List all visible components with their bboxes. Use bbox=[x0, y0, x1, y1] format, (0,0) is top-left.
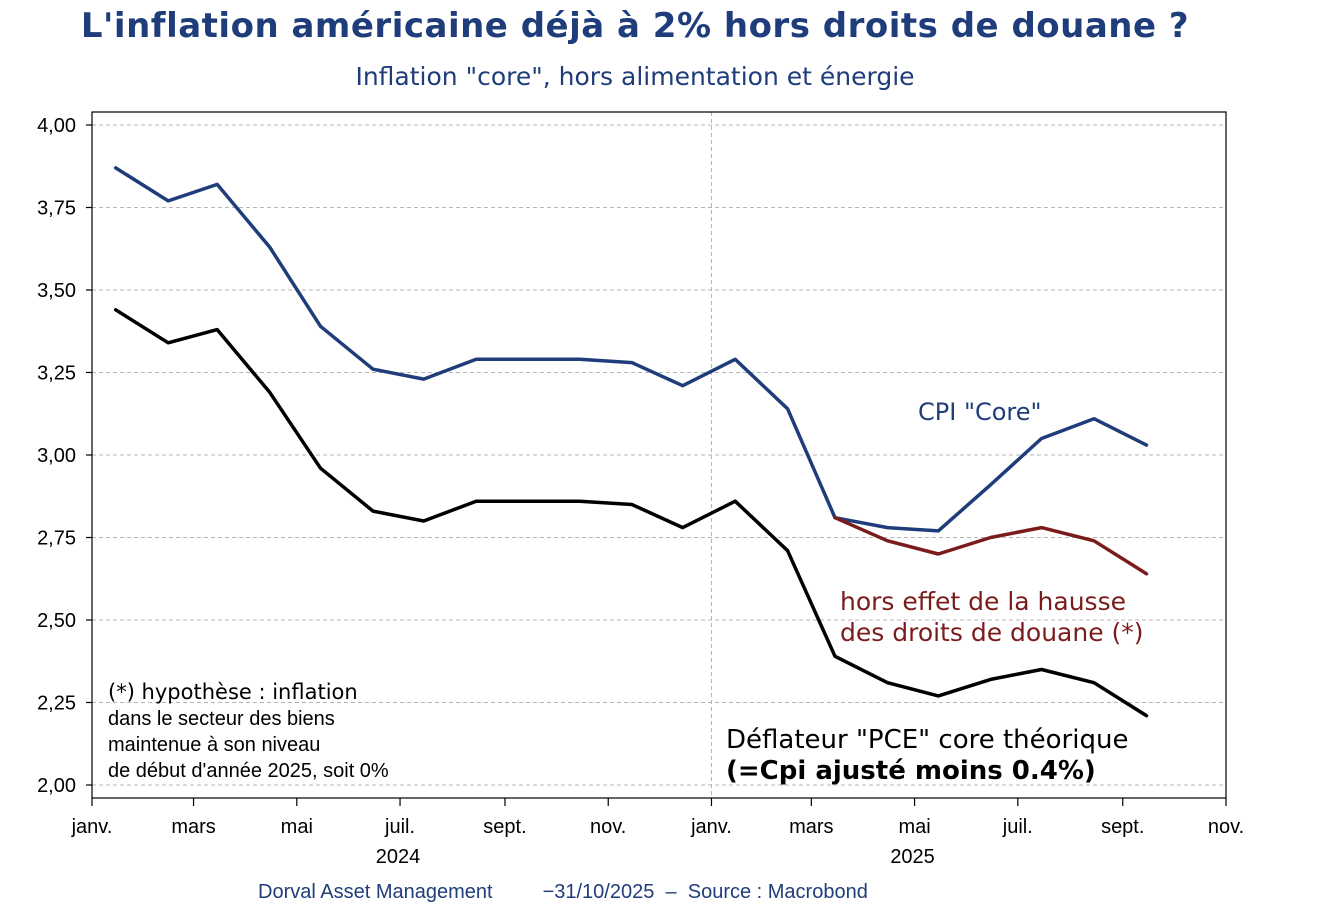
x-tick-label: mai bbox=[898, 816, 930, 838]
grid-lines bbox=[92, 112, 1226, 798]
annotation-tariff-line1: hors effet de la hausse bbox=[840, 587, 1126, 616]
plot-frame bbox=[91, 111, 1227, 799]
annotation-cpi: CPI "Core" bbox=[918, 398, 1042, 426]
x-tick-label: nov. bbox=[1208, 816, 1244, 838]
footer: Dorval Asset Management −31/10/2025 – So… bbox=[258, 881, 868, 904]
annotation-pce-line2: (=Cpi ajusté moins 0.4%) bbox=[726, 756, 1096, 786]
chart-subtitle: Inflation "core", hors alimentation et é… bbox=[355, 62, 915, 91]
footer-source: Source : Macrobond bbox=[687, 881, 868, 903]
footer-separator: – bbox=[665, 881, 677, 903]
series-line-1 bbox=[113, 166, 1149, 533]
y-tick-label: 2,00 bbox=[37, 775, 76, 797]
note-line3: maintenue à son niveau bbox=[108, 734, 320, 756]
footer-author: Dorval Asset Management bbox=[258, 881, 493, 903]
x-year-label: 2024 bbox=[376, 846, 421, 868]
x-tick-label: nov. bbox=[590, 816, 626, 838]
y-tick-label: 2,75 bbox=[37, 528, 76, 550]
y-tick-label: 3,25 bbox=[37, 363, 76, 385]
y-tick-label: 4,00 bbox=[37, 115, 76, 137]
x-tick-label: janv. bbox=[71, 816, 113, 838]
y-tick-label: 3,50 bbox=[37, 280, 76, 302]
footer-date: −31/10/2025 bbox=[542, 881, 655, 903]
x-tick-label: juil. bbox=[384, 816, 415, 838]
y-tick-label: 3,75 bbox=[37, 198, 76, 220]
x-tick-label: sept. bbox=[483, 816, 526, 838]
x-tick-label: janv. bbox=[690, 816, 732, 838]
note-line4: de début d'année 2025, soit 0% bbox=[108, 760, 389, 782]
annotation-pce-line1: Déflateur "PCE" core théorique bbox=[726, 725, 1128, 755]
series-line-2 bbox=[833, 515, 1149, 576]
x-tick-label: mars bbox=[171, 816, 215, 838]
data-series bbox=[113, 166, 1149, 718]
y-tick-label: 2,25 bbox=[37, 693, 76, 715]
x-year-label: 2025 bbox=[890, 846, 935, 868]
x-tick-label: sept. bbox=[1101, 816, 1144, 838]
series-line-3 bbox=[113, 308, 1149, 718]
x-tick-label: mars bbox=[789, 816, 833, 838]
axes: 2,00 2,25 2,50 2,75 3,00 3,25 3,50 3,75 4,00 janv… bbox=[37, 111, 1244, 868]
y-tick-label: 3,00 bbox=[37, 445, 76, 467]
x-tick-label: juil. bbox=[1002, 816, 1033, 838]
annotation-tariff-line2: des droits de douane (*) bbox=[840, 618, 1144, 647]
x-tick-label: mai bbox=[281, 816, 313, 838]
chart-title: L'inflation américaine déjà à 2% hors dr… bbox=[80, 6, 1190, 46]
note-line2: dans le secteur des biens bbox=[108, 708, 335, 730]
note-line1: (*) hypothèse : inflation bbox=[108, 680, 358, 704]
y-tick-label: 2,50 bbox=[37, 610, 76, 632]
